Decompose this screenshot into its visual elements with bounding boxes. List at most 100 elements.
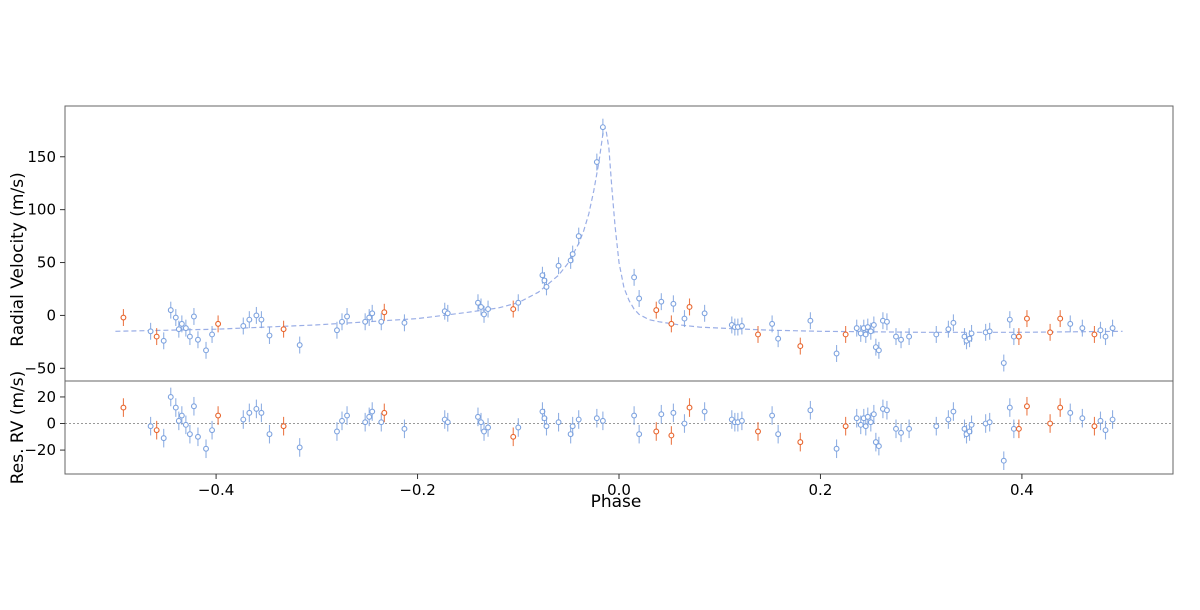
residual-point-instrument-1 [178, 406, 185, 425]
residual-point-instrument-1 [853, 408, 860, 428]
rv-point-instrument-1 [853, 319, 860, 337]
data-marker [686, 304, 693, 310]
x-tick-label: −0.2 [399, 481, 435, 499]
residual-point-instrument-2 [215, 406, 222, 425]
residual-point-instrument-1 [441, 410, 448, 429]
residual-point-instrument-1 [807, 400, 814, 420]
residual-point-instrument-1 [933, 416, 940, 436]
data-marker [296, 444, 303, 451]
data-marker [240, 323, 247, 329]
rv-point-instrument-1 [1109, 319, 1116, 337]
data-marker [1010, 333, 1017, 340]
data-marker [769, 412, 776, 419]
data-marker [209, 331, 216, 338]
residual-point-instrument-1 [172, 398, 179, 417]
data-marker [366, 413, 373, 420]
residual-panel: −20 0 20 −0.4 −0.2 0.0 0.2 0.4 Res. RV (m/s) P… [8, 371, 1174, 512]
data-marker [807, 407, 814, 414]
data-marker [378, 419, 385, 426]
residual-point-instrument-1 [401, 419, 408, 439]
rv-point-instrument-1 [658, 293, 665, 311]
rv-point-instrument-1 [1067, 315, 1074, 333]
data-marker [175, 326, 182, 333]
residual-point-instrument-1 [738, 411, 745, 431]
y-tick-label: 150 [27, 148, 56, 166]
data-marker [401, 319, 408, 326]
rv-point-instrument-1 [378, 313, 385, 331]
data-marker [1109, 416, 1116, 423]
data-marker [510, 306, 517, 313]
residual-point-instrument-1 [864, 407, 871, 427]
rv-point-instrument-1 [362, 313, 369, 331]
residual-point-instrument-1 [543, 416, 550, 436]
data-marker [246, 409, 253, 416]
data-marker [481, 311, 487, 318]
data-marker [701, 310, 708, 317]
data-marker [631, 412, 638, 419]
data-marker [258, 409, 265, 416]
residual-point-instrument-1 [599, 411, 606, 431]
y-tick-label: −50 [24, 359, 56, 377]
residual-panel-frame [64, 380, 1174, 475]
rv-point-instrument-1 [807, 312, 814, 330]
residual-point-instrument-1 [481, 422, 487, 441]
data-marker [945, 326, 952, 333]
data-marker [658, 411, 665, 418]
data-marker [1067, 320, 1074, 327]
data-marker [775, 335, 782, 342]
data-marker [1010, 425, 1017, 432]
data-marker [755, 331, 761, 338]
data-marker [190, 313, 197, 320]
rv-point-instrument-1 [599, 118, 606, 136]
data-marker [1000, 457, 1007, 464]
residual-point-instrument-1 [167, 387, 174, 407]
residual-point-instrument-2 [510, 427, 517, 447]
data-marker [485, 306, 492, 313]
data-marker [864, 413, 871, 420]
rv-point-instrument-1 [266, 327, 273, 344]
rv-point-instrument-2 [686, 298, 693, 316]
data-marker [769, 320, 776, 327]
data-marker [906, 425, 913, 432]
data-marker [853, 415, 860, 422]
data-marker [1091, 331, 1098, 338]
residual-point-instrument-1 [246, 403, 253, 423]
rv-point-instrument-1 [864, 318, 871, 336]
data-marker [334, 428, 340, 435]
rv-point-instrument-1 [401, 314, 408, 332]
rv-point-instrument-1 [593, 153, 600, 171]
data-marker [1057, 315, 1064, 322]
data-marker [178, 320, 185, 327]
residual-point-instrument-1 [1102, 420, 1109, 440]
data-marker [339, 318, 345, 325]
residual-point-instrument-1 [485, 418, 492, 437]
rv-point-instrument-1 [555, 257, 562, 275]
data-marker [1047, 329, 1054, 336]
residual-point-instrument-1 [296, 438, 303, 457]
data-marker [478, 304, 484, 310]
data-marker [253, 405, 260, 412]
data-marker [555, 262, 562, 269]
residual-point-instrument-2 [280, 416, 287, 436]
rv-point-instrument-1 [867, 322, 874, 340]
data-marker [444, 310, 451, 317]
data-marker [593, 159, 600, 166]
rv-point-instrument-1 [575, 227, 582, 245]
data-marker [381, 309, 388, 316]
data-marker [1102, 427, 1109, 434]
residual-point-instrument-2 [755, 422, 761, 441]
rv-point-instrument-2 [215, 315, 222, 333]
data-marker [1057, 404, 1064, 411]
rv-point-instrument-1 [258, 311, 265, 329]
residual-point-instrument-2 [1047, 414, 1054, 433]
data-marker [120, 314, 127, 321]
data-marker [1079, 415, 1086, 422]
data-marker [631, 274, 638, 281]
rv-point-instrument-1 [968, 324, 975, 342]
data-marker [1015, 425, 1022, 432]
data-marker [203, 347, 209, 354]
data-marker [658, 298, 665, 305]
residual-point-instrument-1 [475, 407, 481, 427]
data-marker [258, 316, 265, 323]
residual-point-instrument-1 [1079, 408, 1086, 428]
